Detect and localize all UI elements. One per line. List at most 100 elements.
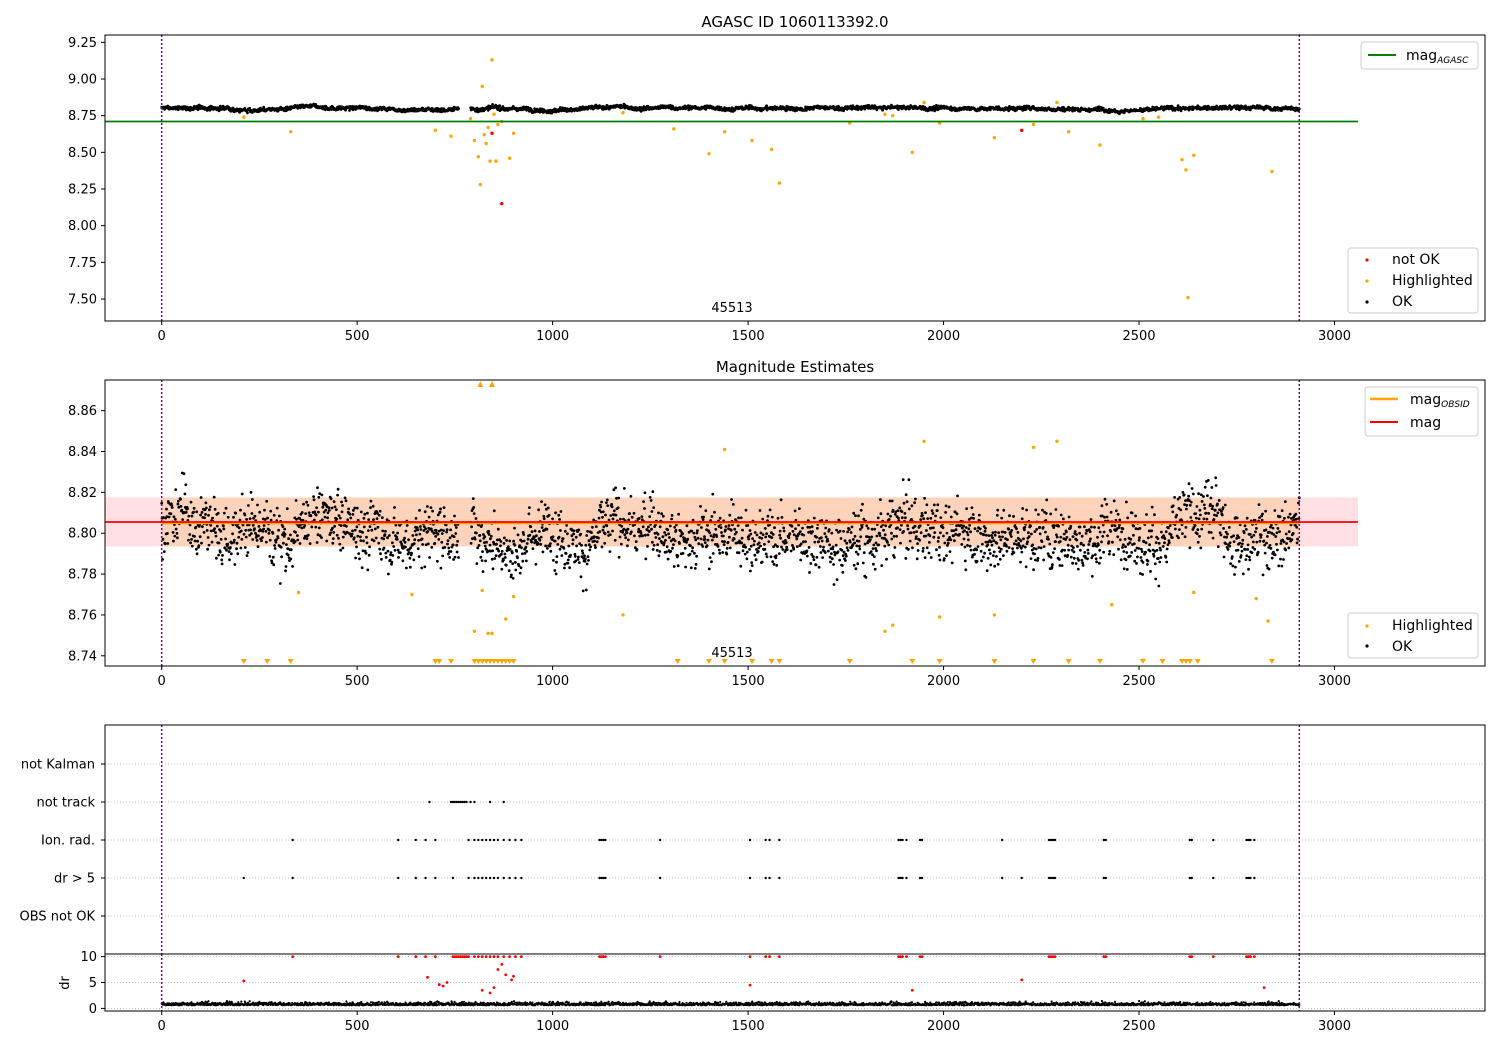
ok-point xyxy=(422,525,426,528)
ok-point xyxy=(911,546,914,550)
ok-point xyxy=(568,566,571,570)
ok-point xyxy=(845,541,849,545)
panel1-data-layer xyxy=(105,35,1358,321)
ok-point xyxy=(471,497,475,500)
ok-point xyxy=(849,531,853,534)
ok-point xyxy=(795,545,799,548)
ok-point xyxy=(508,539,512,543)
ok-point xyxy=(289,548,293,552)
highlighted-point xyxy=(777,181,782,185)
ok-point xyxy=(559,545,563,548)
ok-point xyxy=(291,565,294,568)
ok-point xyxy=(1146,563,1149,566)
ok-point xyxy=(831,547,835,551)
ok-point xyxy=(240,537,244,541)
ok-point xyxy=(815,535,818,539)
ok-point xyxy=(993,564,997,568)
legend-marker-not-ok xyxy=(1365,258,1369,262)
ok-point xyxy=(610,505,614,509)
ok-point xyxy=(656,532,660,536)
ok-point xyxy=(189,541,193,545)
ok-point xyxy=(337,536,340,540)
ok-point xyxy=(691,546,694,550)
ok-point xyxy=(750,561,754,564)
ok-point xyxy=(1152,552,1155,556)
ok-point xyxy=(841,570,845,574)
ok-point xyxy=(395,538,399,541)
ok-point xyxy=(250,498,254,501)
ok-point xyxy=(765,532,768,536)
highlighted-point xyxy=(242,115,246,119)
ok-point xyxy=(369,499,373,503)
ok-point xyxy=(244,528,248,532)
ok-point xyxy=(782,526,786,530)
ok-point xyxy=(1134,527,1138,531)
ok-point xyxy=(641,534,645,538)
ok-point xyxy=(913,524,917,528)
ok-point xyxy=(794,518,798,522)
ok-point xyxy=(264,529,268,533)
ok-point xyxy=(791,544,794,547)
ok-point xyxy=(983,551,986,555)
ok-point xyxy=(912,531,916,534)
ok-point xyxy=(589,545,592,549)
ok-point xyxy=(705,544,709,548)
ok-point xyxy=(608,550,612,553)
ok-point xyxy=(257,534,260,538)
ok-point xyxy=(277,528,280,532)
ok-point xyxy=(1153,549,1157,553)
ok-point xyxy=(763,542,766,546)
ok-point xyxy=(963,559,967,563)
ok-point xyxy=(699,537,703,541)
ok-point xyxy=(439,507,442,511)
ok-point xyxy=(971,513,975,516)
ok-point xyxy=(175,532,179,535)
ok-point xyxy=(472,512,476,515)
ok-point xyxy=(1093,553,1097,556)
ok-point xyxy=(954,528,958,532)
ok-point xyxy=(572,532,575,536)
ok-point xyxy=(606,530,610,534)
ok-point xyxy=(591,525,594,529)
ok-point xyxy=(358,557,361,561)
ok-point xyxy=(983,529,987,533)
ok-point xyxy=(522,539,526,543)
ok-point xyxy=(1055,533,1058,537)
ok-point xyxy=(542,517,546,521)
ok-point xyxy=(229,552,233,556)
ok-point xyxy=(1097,543,1100,547)
ok-point xyxy=(1151,523,1155,527)
ok-point xyxy=(853,534,857,538)
ok-point xyxy=(193,535,196,538)
ok-point xyxy=(419,528,423,531)
ok-point xyxy=(897,516,900,520)
ok-point xyxy=(614,513,618,517)
ok-point xyxy=(931,512,935,515)
ok-point xyxy=(584,557,587,561)
ok-point xyxy=(814,563,818,567)
ok-point xyxy=(648,496,652,499)
ok-point xyxy=(204,506,208,510)
ok-point xyxy=(417,555,421,558)
ok-point xyxy=(595,540,599,544)
ok-point xyxy=(925,546,929,550)
ok-point xyxy=(889,514,892,518)
ok-point xyxy=(251,523,255,527)
ok-point xyxy=(832,105,835,108)
ok-point xyxy=(388,558,392,562)
ok-point xyxy=(929,556,933,559)
ok-point xyxy=(712,533,716,536)
ok-point xyxy=(580,549,584,553)
ok-point xyxy=(1023,525,1027,529)
ok-point xyxy=(1044,530,1047,534)
ok-point xyxy=(336,493,339,497)
ok-point xyxy=(232,515,235,519)
ok-point xyxy=(830,557,834,561)
ok-point xyxy=(370,528,374,532)
ok-point xyxy=(743,552,747,556)
ok-point xyxy=(341,535,345,539)
ok-point xyxy=(176,502,180,506)
ok-point xyxy=(329,531,332,535)
ok-point xyxy=(886,512,890,516)
ok-point xyxy=(880,564,884,567)
